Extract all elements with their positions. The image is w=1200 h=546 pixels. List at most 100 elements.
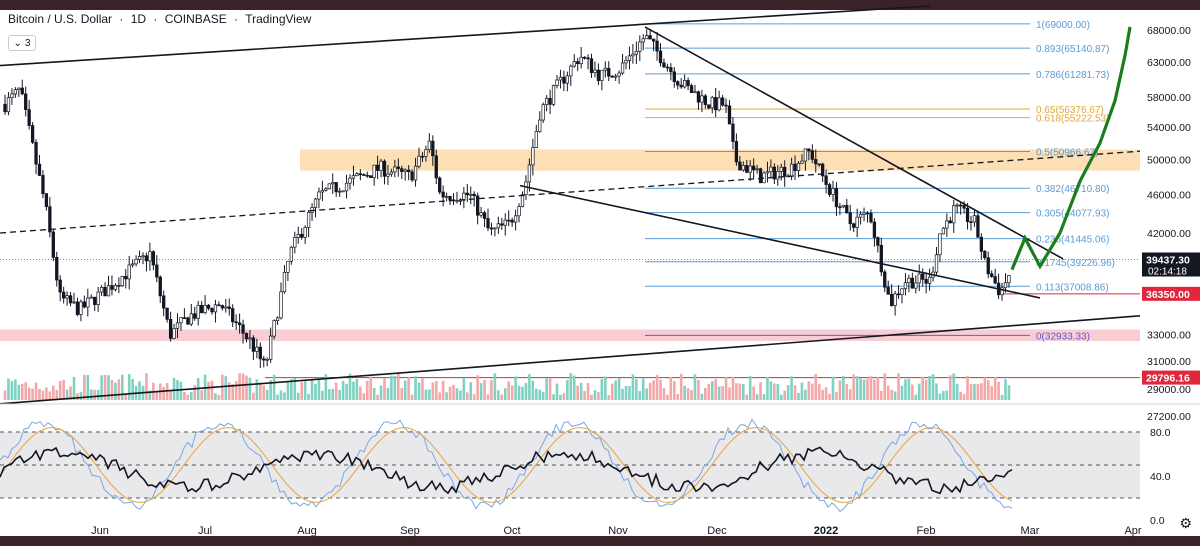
volume-bar <box>980 383 983 400</box>
volume-bar <box>490 379 493 400</box>
candle-body <box>127 264 131 280</box>
volume-bar <box>155 390 159 400</box>
candle-body <box>117 285 121 287</box>
volume-bar <box>904 379 907 400</box>
candle-body <box>303 227 307 238</box>
volume-bar <box>528 374 531 400</box>
channel-mid-dashed-line <box>0 150 1141 234</box>
candle-body <box>48 206 52 233</box>
volume-bar <box>348 373 352 400</box>
volume-bar <box>255 379 259 400</box>
candle-body <box>1007 275 1011 284</box>
candle-body <box>282 271 287 293</box>
symbol-name[interactable]: Bitcoin / U.S. Dollar <box>8 12 113 26</box>
volume-bar <box>579 382 583 400</box>
candle-body <box>641 38 645 43</box>
volume-bar <box>793 385 797 400</box>
volume-bar <box>296 392 300 400</box>
volume-bar <box>631 374 635 400</box>
volume-bar <box>103 374 107 400</box>
volume-bar <box>328 389 331 400</box>
candle-body <box>865 212 870 215</box>
candle-body <box>686 80 690 86</box>
candle-body <box>582 56 587 59</box>
volume-bar <box>379 385 383 400</box>
fib-level-label: 0.893(65140.87) <box>1036 44 1109 55</box>
header-separator: · <box>234 12 239 26</box>
volume-bar <box>131 378 134 400</box>
candle-body <box>796 162 801 172</box>
candle-body <box>734 141 739 163</box>
volume-bar <box>562 393 566 400</box>
volume-bar <box>265 389 269 400</box>
volume-bar <box>704 387 707 400</box>
candle-body <box>651 38 656 42</box>
candle-body <box>772 166 776 180</box>
candle-body <box>958 204 963 207</box>
candle-body <box>613 75 618 78</box>
volume-bar <box>617 378 621 400</box>
volume-bar <box>962 394 966 400</box>
volume-bar <box>362 393 366 400</box>
candle-body <box>55 256 59 281</box>
volume-bar <box>942 390 945 400</box>
gear-icon[interactable]: ⚙ <box>1179 515 1192 531</box>
time-axis-label: 2022 <box>814 525 838 537</box>
interval-label[interactable]: 1D <box>130 12 147 26</box>
time-axis-label: Mar <box>1021 525 1040 537</box>
volume-bar <box>300 382 303 400</box>
price-axis-label: 46000.00 <box>1147 190 1191 202</box>
candle-body <box>244 332 249 340</box>
candle-body <box>917 273 921 284</box>
candle-body <box>386 173 390 177</box>
candle-body <box>382 160 387 177</box>
volume-bar <box>355 379 359 400</box>
volume-bar <box>535 388 538 400</box>
volume-bar <box>779 394 783 400</box>
volume-bar <box>117 379 121 400</box>
volume-bar <box>7 378 10 400</box>
candle-body <box>272 320 276 337</box>
price-axis-label: 68000.00 <box>1147 25 1191 37</box>
volume-bar <box>852 374 855 400</box>
volume-bar <box>717 386 721 400</box>
candle-body <box>158 276 162 297</box>
candle-body <box>206 304 211 309</box>
volume-bar <box>728 387 731 400</box>
volume-bar <box>548 378 552 400</box>
volume-bar <box>341 381 345 400</box>
candle-body <box>503 219 507 226</box>
candle-body <box>141 255 145 258</box>
candle-body <box>124 275 128 280</box>
volume-bar <box>583 390 586 400</box>
candle-body <box>603 67 607 71</box>
volume-bar <box>510 385 514 400</box>
candle-body <box>355 173 359 177</box>
fib-level-label: 1(69000.00) <box>1036 20 1090 31</box>
channel-upper-line <box>0 5 931 67</box>
volume-bar <box>524 383 528 400</box>
volume-bar <box>286 381 290 400</box>
candle-body <box>210 307 214 313</box>
volume-bar <box>590 394 593 400</box>
volume-bar <box>448 386 452 400</box>
header-separator: · <box>153 12 158 26</box>
candle-body <box>834 188 839 208</box>
candle-body <box>510 219 514 223</box>
candle-body <box>438 177 442 193</box>
volume-bar <box>186 394 190 400</box>
candle-body <box>168 318 173 339</box>
candle-body <box>220 305 225 309</box>
candle-body <box>831 188 835 195</box>
indicators-collapse-button[interactable]: ⌄ 3 <box>8 35 36 51</box>
volume-bar <box>193 384 197 400</box>
volume-bar <box>96 389 100 400</box>
candle-body <box>148 251 152 262</box>
candle-body <box>110 285 114 290</box>
time-axis-label: Nov <box>608 525 628 537</box>
volume-bar <box>600 379 604 400</box>
volume-bar <box>559 394 562 400</box>
candle-body <box>465 192 469 196</box>
candle-body <box>1000 287 1004 296</box>
